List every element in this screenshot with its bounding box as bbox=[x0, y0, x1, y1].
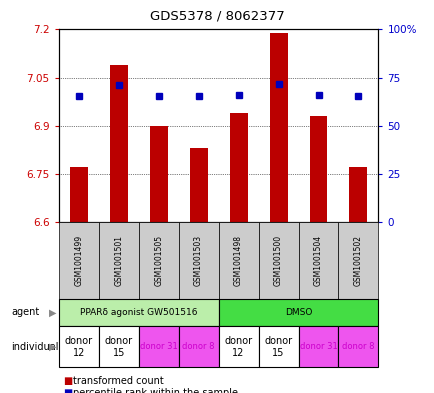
Text: PPARδ agonist GW501516: PPARδ agonist GW501516 bbox=[80, 308, 197, 317]
Text: GSM1001498: GSM1001498 bbox=[233, 235, 243, 286]
Text: donor 8: donor 8 bbox=[182, 342, 214, 351]
Text: donor
12: donor 12 bbox=[224, 336, 252, 358]
Bar bbox=[69, 167, 88, 222]
Text: GDS5378 / 8062377: GDS5378 / 8062377 bbox=[150, 10, 284, 23]
Text: ▶: ▶ bbox=[49, 307, 56, 318]
Text: ■: ■ bbox=[63, 376, 72, 386]
Bar bbox=[309, 116, 327, 222]
Text: transformed count: transformed count bbox=[72, 376, 163, 386]
Text: percentile rank within the sample: percentile rank within the sample bbox=[72, 388, 237, 393]
Text: donor
15: donor 15 bbox=[104, 336, 132, 358]
Text: GSM1001505: GSM1001505 bbox=[154, 235, 163, 286]
Text: GSM1001502: GSM1001502 bbox=[353, 235, 362, 286]
Text: agent: agent bbox=[11, 307, 39, 318]
Text: donor 31: donor 31 bbox=[139, 342, 177, 351]
Bar bbox=[349, 167, 367, 222]
Text: individual: individual bbox=[11, 342, 58, 352]
Text: DMSO: DMSO bbox=[284, 308, 312, 317]
Text: donor
15: donor 15 bbox=[264, 336, 292, 358]
Text: GSM1001503: GSM1001503 bbox=[194, 235, 203, 286]
Bar bbox=[229, 113, 247, 222]
Bar bbox=[269, 33, 287, 222]
Text: GSM1001501: GSM1001501 bbox=[114, 235, 123, 286]
Bar bbox=[149, 126, 167, 222]
Bar bbox=[189, 148, 207, 222]
Text: GSM1001500: GSM1001500 bbox=[273, 235, 283, 286]
Bar bbox=[109, 65, 127, 222]
Text: ▶: ▶ bbox=[49, 342, 56, 352]
Text: GSM1001504: GSM1001504 bbox=[313, 235, 322, 286]
Text: donor 31: donor 31 bbox=[299, 342, 337, 351]
Text: donor
12: donor 12 bbox=[65, 336, 92, 358]
Text: donor 8: donor 8 bbox=[342, 342, 374, 351]
Text: ■: ■ bbox=[63, 388, 72, 393]
Text: GSM1001499: GSM1001499 bbox=[74, 235, 83, 286]
